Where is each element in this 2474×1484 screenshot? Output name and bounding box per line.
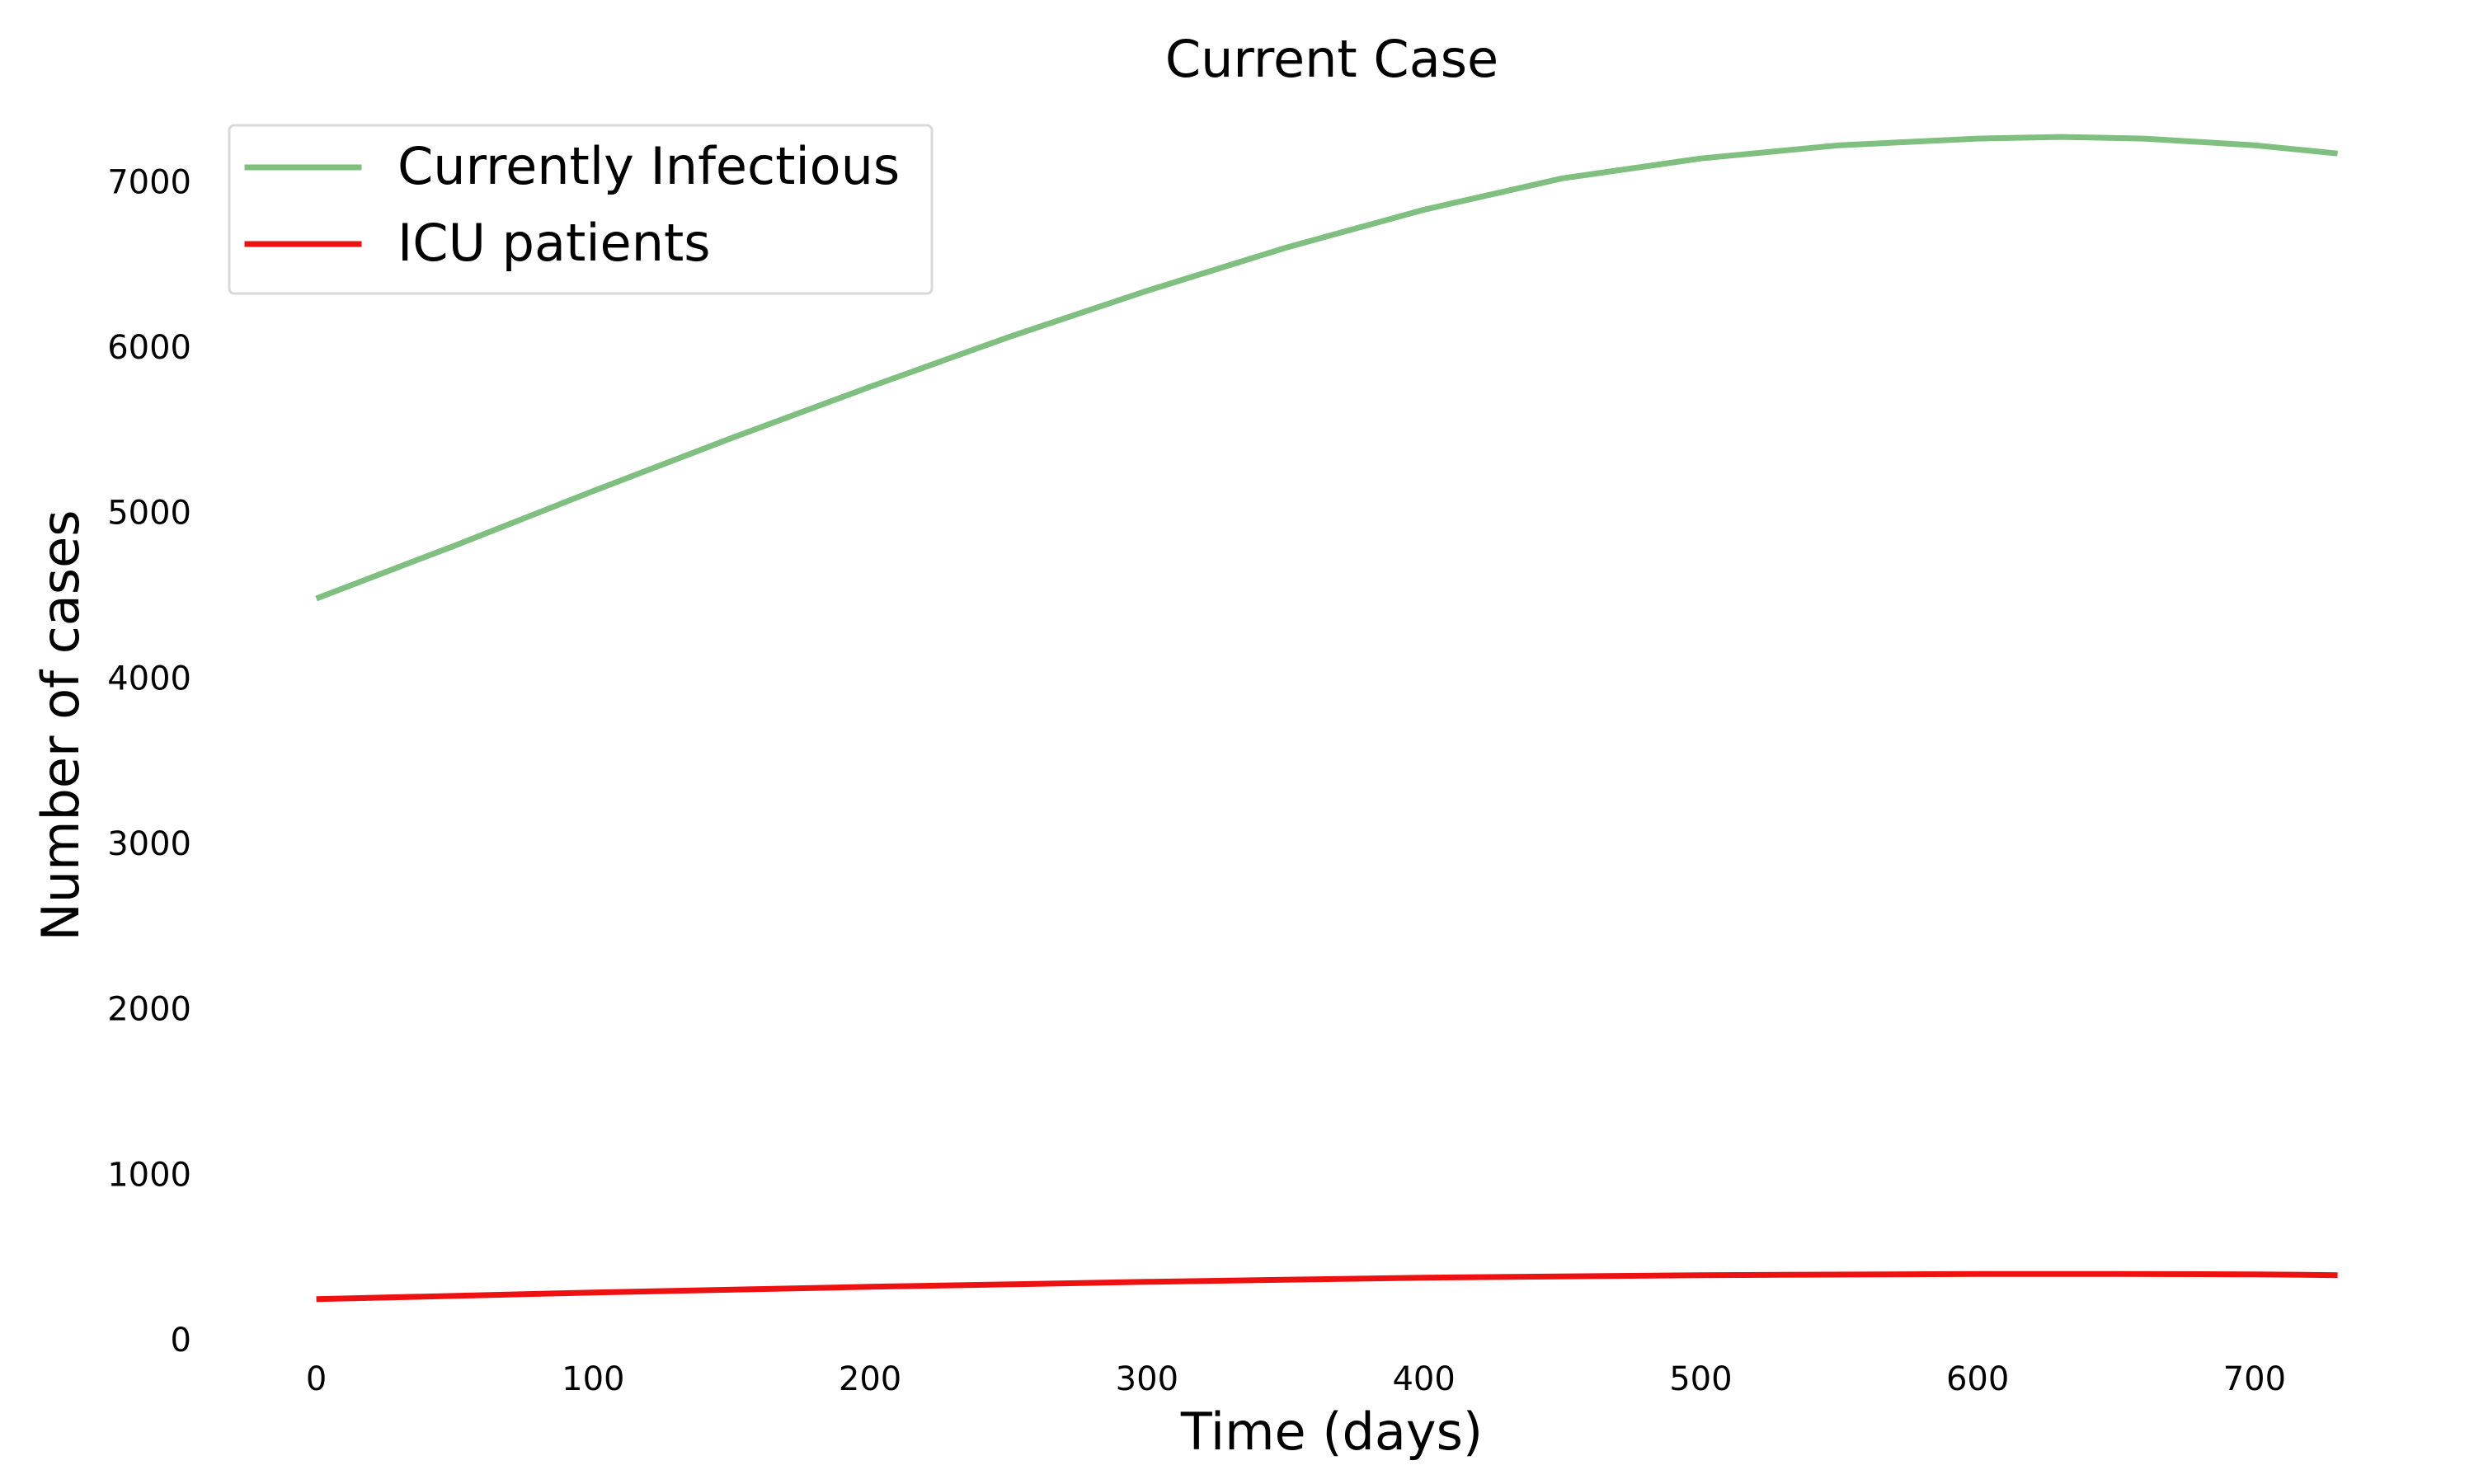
y-tick-label: 6000	[107, 329, 191, 367]
y-tick-label: 2000	[107, 991, 191, 1029]
y-tick-label: 7000	[107, 163, 191, 201]
x-tick-label: 300	[1116, 1360, 1178, 1398]
series-line-currently-infectious	[315, 134, 2338, 602]
x-tick-label: 400	[1392, 1360, 1455, 1398]
legend: Currently Infectious ICU patients	[228, 124, 934, 295]
y-tick-labels: 0 1000 2000 3000 4000 5000 6000 7000	[107, 163, 191, 1360]
x-tick-labels: 0 100 200 300 400 500 600 700	[306, 1360, 2286, 1398]
series-line-icu-patients	[316, 1270, 2338, 1303]
y-tick-label: 4000	[107, 660, 191, 697]
chart-title: Current Case	[1165, 29, 1498, 89]
legend-label-icu-patients: ICU patients	[397, 213, 711, 273]
y-axis-label: Number of cases	[31, 510, 91, 941]
x-tick-label: 100	[562, 1360, 624, 1398]
x-tick-label: 700	[2223, 1360, 2286, 1398]
x-tick-label: 200	[839, 1360, 901, 1398]
y-tick-label: 1000	[107, 1156, 191, 1194]
y-tick-label: 3000	[107, 825, 191, 863]
legend-label-currently-infectious: Currently Infectious	[397, 136, 900, 196]
x-tick-label: 500	[1669, 1360, 1732, 1398]
y-tick-label: 0	[171, 1322, 191, 1360]
x-tick-label: 0	[306, 1360, 327, 1398]
y-tick-label: 5000	[107, 495, 191, 533]
x-axis-label: Time (days)	[1180, 1402, 1483, 1462]
x-tick-label: 600	[1946, 1360, 2009, 1398]
legend-frame	[228, 124, 934, 295]
series-lines	[315, 134, 2338, 1303]
